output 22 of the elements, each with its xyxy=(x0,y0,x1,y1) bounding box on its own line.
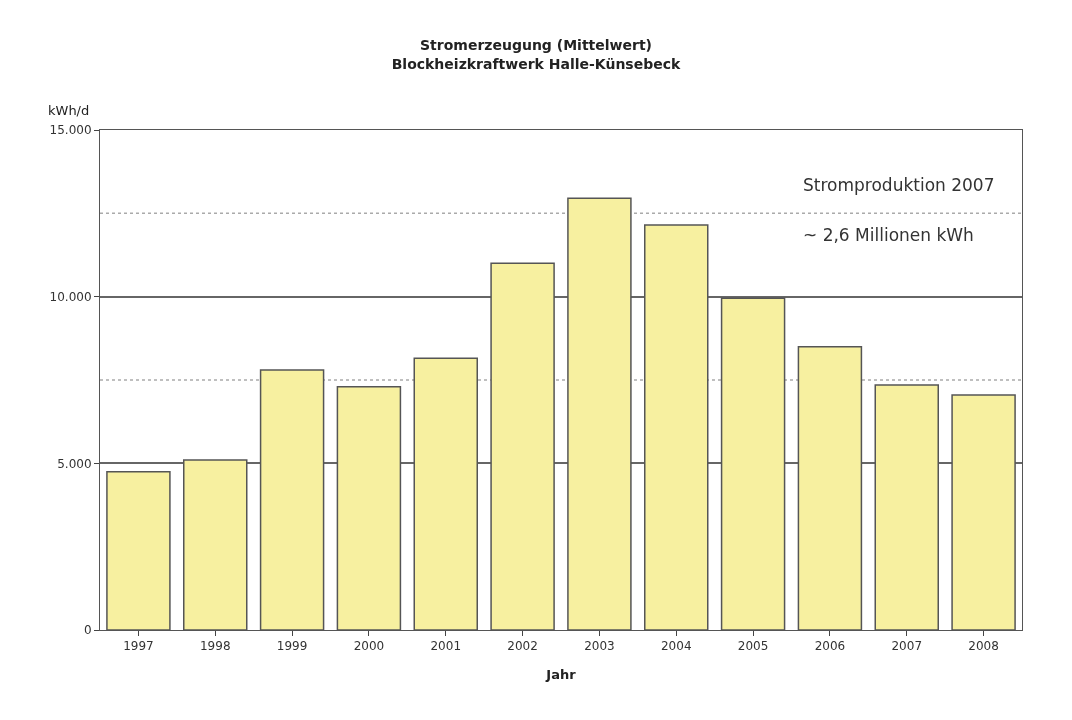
y-tick-label: 0 xyxy=(83,623,92,638)
x-tick-label: 2001 xyxy=(430,639,462,654)
x-tick-label: 2004 xyxy=(660,639,692,654)
annotation: ~ 2,6 Millionen kWh xyxy=(803,225,974,245)
x-tick-label: 2008 xyxy=(968,639,999,654)
y-tick-label: 5.000 xyxy=(57,456,92,471)
x-tick-label: 2005 xyxy=(737,639,769,654)
y-axis-title: kWh/d xyxy=(48,103,90,118)
chart-subtitle: Blockheizkraftwerk Halle-Künsebeck xyxy=(391,55,681,72)
y-tick-label: 10.000 xyxy=(49,289,92,304)
y-tick-label: 15.000 xyxy=(49,123,92,138)
annotation: Stromproduktion 2007 xyxy=(803,175,995,195)
x-tick-label: 2002 xyxy=(507,639,538,654)
chart-title: Stromerzeugung (Mittelwert) xyxy=(420,37,652,54)
x-tick-label: 2003 xyxy=(584,639,615,654)
x-axis-title: Jahr xyxy=(545,667,577,682)
x-tick-label: 1999 xyxy=(276,639,308,654)
x-tick-label: 2006 xyxy=(814,639,846,654)
x-tick-label: 2007 xyxy=(891,639,923,654)
x-tick-label: 1998 xyxy=(199,639,231,654)
x-tick-label: 2000 xyxy=(353,639,385,654)
x-tick-label: 1997 xyxy=(123,639,154,654)
